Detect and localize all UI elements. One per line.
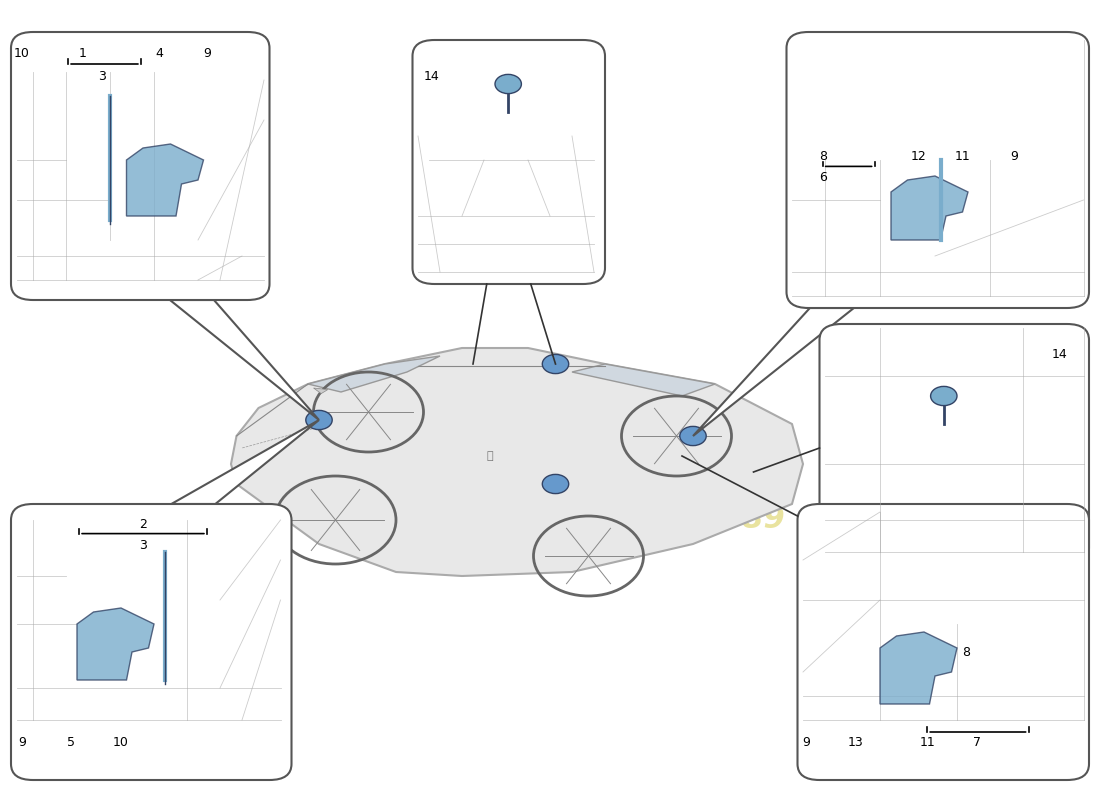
Circle shape	[495, 74, 521, 94]
Text: 13: 13	[848, 736, 864, 749]
Text: 🐎: 🐎	[486, 451, 493, 461]
Text: passion for cars since 1989: passion for cars since 1989	[315, 506, 785, 534]
Text: 4: 4	[155, 47, 164, 60]
Circle shape	[306, 410, 332, 430]
FancyBboxPatch shape	[820, 324, 1089, 564]
FancyBboxPatch shape	[412, 40, 605, 284]
Text: 2: 2	[139, 518, 147, 530]
Text: 9: 9	[202, 47, 211, 60]
Text: 8: 8	[961, 646, 970, 658]
Text: 3: 3	[139, 539, 147, 552]
Circle shape	[680, 426, 706, 446]
Polygon shape	[126, 144, 204, 216]
Text: 10: 10	[14, 47, 30, 60]
FancyBboxPatch shape	[786, 32, 1089, 308]
Text: 3: 3	[98, 70, 107, 82]
Polygon shape	[693, 308, 854, 436]
Polygon shape	[880, 632, 957, 704]
Text: 12: 12	[911, 150, 926, 162]
Text: 11: 11	[920, 736, 935, 749]
Text: 9: 9	[1010, 150, 1019, 162]
Text: 8: 8	[818, 150, 827, 162]
FancyBboxPatch shape	[11, 32, 270, 300]
Text: 11: 11	[955, 150, 970, 162]
FancyBboxPatch shape	[798, 504, 1089, 780]
Text: 10: 10	[113, 736, 129, 749]
Circle shape	[542, 474, 569, 494]
PathPatch shape	[231, 348, 803, 576]
PathPatch shape	[572, 364, 715, 396]
PathPatch shape	[308, 356, 440, 392]
Text: 14: 14	[1052, 348, 1067, 361]
Circle shape	[931, 386, 957, 406]
Polygon shape	[172, 420, 319, 504]
Text: 14: 14	[424, 70, 439, 82]
Text: 5: 5	[67, 736, 76, 749]
Text: 9: 9	[18, 736, 26, 749]
Text: 7: 7	[972, 736, 981, 749]
Polygon shape	[169, 300, 319, 420]
Text: passion for cars since 1989: passion for cars since 1989	[578, 433, 786, 447]
Text: 9: 9	[802, 736, 811, 749]
Text: 1: 1	[78, 47, 87, 60]
Circle shape	[542, 354, 569, 374]
Polygon shape	[891, 176, 968, 240]
FancyBboxPatch shape	[11, 504, 292, 780]
Polygon shape	[314, 388, 328, 394]
Text: 6: 6	[818, 171, 827, 184]
Polygon shape	[77, 608, 154, 680]
